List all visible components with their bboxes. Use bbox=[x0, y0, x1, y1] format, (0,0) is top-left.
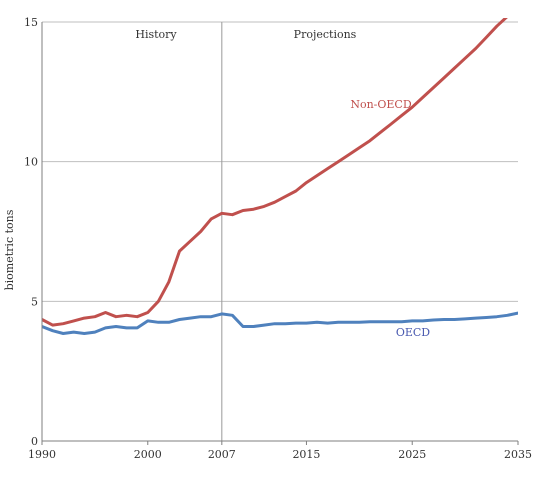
series-line-non-oecd bbox=[42, 18, 508, 327]
oecd-series-label: OECD bbox=[396, 326, 430, 339]
history-label: History bbox=[135, 28, 177, 41]
x-tick-label: 1990 bbox=[28, 448, 56, 461]
x-tick-label: 2035 bbox=[504, 448, 532, 461]
series-line-oecd bbox=[42, 311, 518, 335]
grid-lines bbox=[42, 21, 518, 302]
x-tick-label: 2000 bbox=[134, 448, 162, 461]
projections-label: Projections bbox=[294, 28, 357, 41]
x-tick-label: 2015 bbox=[292, 448, 320, 461]
x-tick-label: 2007 bbox=[208, 448, 236, 461]
series-lines bbox=[42, 18, 518, 335]
y-tick-label: 15 bbox=[24, 16, 38, 29]
axes: 0 5 10 15 1990 2000 2007 2015 2025 2035 bbox=[24, 16, 532, 461]
y-axis-title: biometric tons bbox=[3, 209, 16, 290]
non-oecd-series-label: Non-OECD bbox=[350, 98, 412, 111]
x-tick-label: 2025 bbox=[398, 448, 426, 461]
y-tick-label: 5 bbox=[31, 295, 38, 308]
y-tick-label: 10 bbox=[24, 156, 38, 169]
y-tick-label: 0 bbox=[31, 435, 38, 448]
